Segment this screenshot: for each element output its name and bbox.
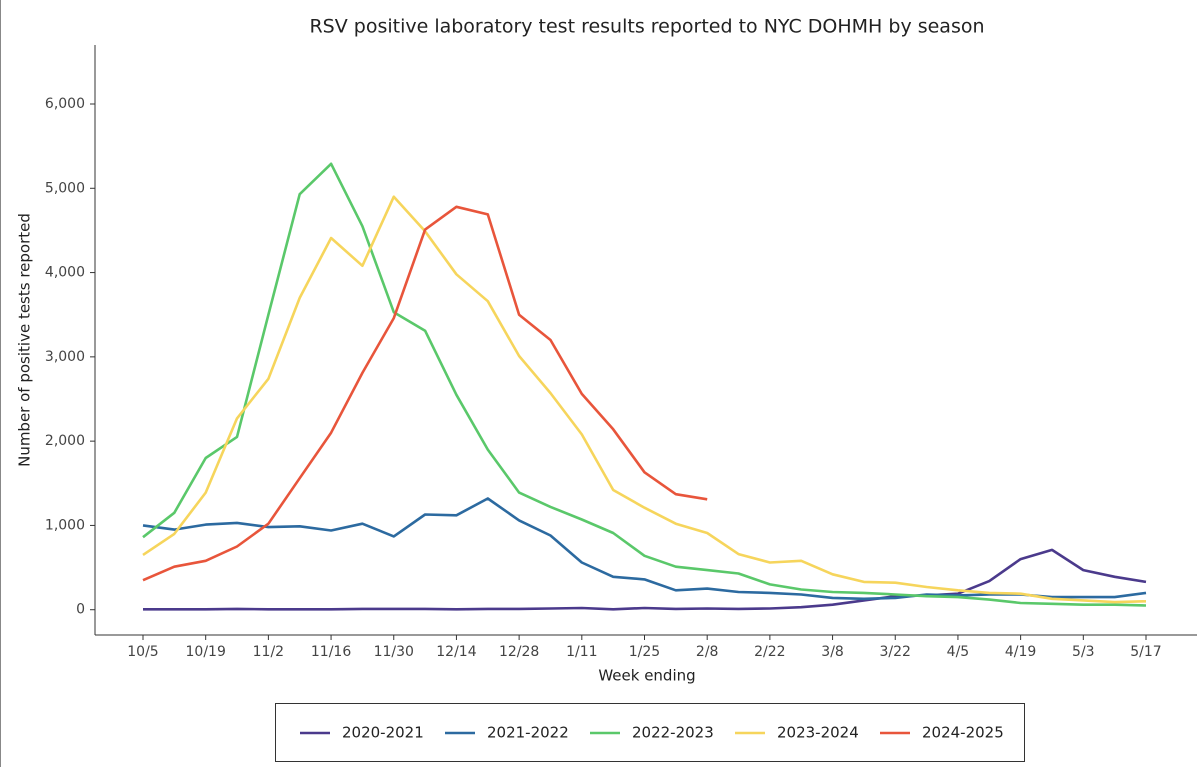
y-tick-label: 1,000 xyxy=(45,517,85,533)
x-tick-label: 3/22 xyxy=(880,644,911,660)
x-tick-label: 11/16 xyxy=(311,644,351,660)
legend-label: 2021-2022 xyxy=(487,724,569,742)
y-tick-label: 6,000 xyxy=(45,96,85,112)
series-line xyxy=(142,497,1147,601)
x-tick-label: 4/19 xyxy=(1005,644,1036,660)
x-tick-label: 12/28 xyxy=(499,644,539,660)
y-tick-label: 2,000 xyxy=(45,433,85,449)
x-tick-label: 1/11 xyxy=(566,644,597,660)
chart-title: RSV positive laboratory test results rep… xyxy=(309,16,984,38)
legend-label: 2022-2023 xyxy=(632,724,714,742)
y-tick-label: 3,000 xyxy=(45,349,85,365)
x-tick-label: 3/8 xyxy=(821,644,844,660)
y-tick-label: 5,000 xyxy=(45,180,85,196)
x-tick-label: 1/25 xyxy=(629,644,660,660)
x-tick-label: 11/30 xyxy=(374,644,414,660)
x-tick-label: 10/19 xyxy=(186,644,226,660)
legend-box xyxy=(275,703,1025,762)
y-tick-label: 0 xyxy=(76,602,85,618)
series-line xyxy=(142,205,708,582)
y-axis-label: Number of positive tests reported xyxy=(16,213,34,467)
x-tick-label: 5/17 xyxy=(1130,644,1161,660)
x-tick-label: 2/8 xyxy=(696,644,719,660)
y-tick-label: 4,000 xyxy=(45,265,85,281)
x-tick-label: 5/3 xyxy=(1072,644,1095,660)
x-tick-label: 10/5 xyxy=(127,644,158,660)
x-tick-label: 2/22 xyxy=(754,644,785,660)
legend-label: 2023-2024 xyxy=(777,724,859,742)
series-line xyxy=(142,195,1147,604)
x-tick-label: 12/14 xyxy=(436,644,476,660)
series-line xyxy=(143,548,1147,611)
legend-label: 2024-2025 xyxy=(922,724,1004,742)
x-tick-label: 4/5 xyxy=(947,644,970,660)
legend-label: 2020-2021 xyxy=(342,724,424,742)
x-tick-label: 11/2 xyxy=(253,644,284,660)
series-line xyxy=(142,162,1147,607)
x-axis-label: Week ending xyxy=(598,667,695,685)
